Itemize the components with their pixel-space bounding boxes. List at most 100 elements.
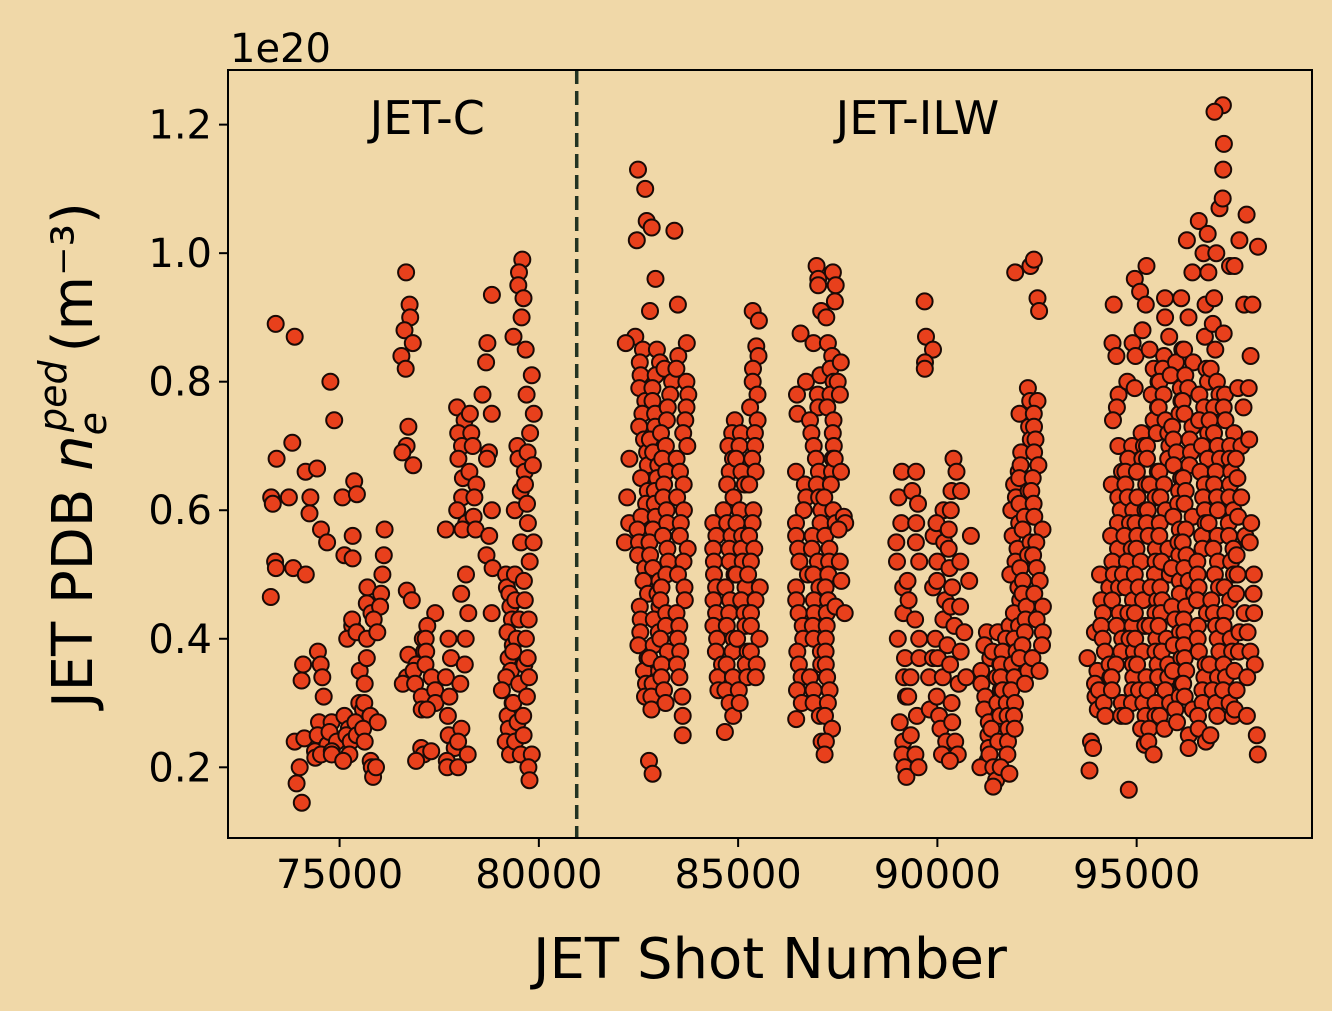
data-point <box>910 552 929 571</box>
data-point <box>943 713 962 732</box>
data-point <box>261 588 280 606</box>
data-point <box>1104 295 1123 314</box>
data-point <box>395 321 414 340</box>
data-point <box>1156 308 1175 327</box>
data-point <box>1137 257 1156 275</box>
data-point <box>292 793 311 812</box>
data-point <box>436 520 455 539</box>
data-point <box>1198 224 1217 243</box>
data-point <box>830 385 849 404</box>
data-point <box>334 751 353 770</box>
data-point <box>402 591 421 610</box>
data-point <box>1245 604 1264 623</box>
data-point <box>1013 520 1032 539</box>
data-point <box>1226 449 1245 468</box>
data-point <box>740 475 759 494</box>
data-point <box>514 571 533 590</box>
data-point <box>355 732 374 751</box>
data-point <box>517 385 536 404</box>
data-point <box>267 449 286 468</box>
data-point <box>368 713 387 732</box>
data-point <box>287 774 306 793</box>
data-point <box>520 552 539 571</box>
data-point <box>788 385 806 404</box>
data-point <box>941 655 960 674</box>
data-point <box>1016 674 1034 693</box>
data-point <box>831 353 850 372</box>
data-point <box>512 308 531 327</box>
data-point <box>524 404 543 423</box>
data-point <box>465 488 484 507</box>
x-tick-label: 80000 <box>475 852 602 898</box>
data-point <box>455 655 474 674</box>
data-point <box>520 771 539 790</box>
data-point <box>1177 231 1196 250</box>
data-point <box>343 526 362 545</box>
data-point <box>715 723 734 741</box>
data-point <box>448 501 467 520</box>
data-point <box>1195 327 1214 346</box>
data-point <box>313 668 332 687</box>
y-axis-label-superscript: ped <box>31 359 75 433</box>
data-point <box>939 520 958 539</box>
data-point <box>1242 514 1261 533</box>
data-point <box>790 552 809 571</box>
data-point <box>825 292 844 311</box>
data-point <box>407 751 426 770</box>
data-point <box>809 276 828 295</box>
data-point <box>952 482 970 500</box>
data-point <box>1244 565 1263 584</box>
data-point <box>1030 302 1049 320</box>
data-point <box>832 571 851 590</box>
data-point <box>357 649 376 668</box>
data-point <box>1138 681 1157 700</box>
data-point <box>1172 289 1191 308</box>
data-point <box>1125 379 1144 398</box>
data-point <box>518 494 536 513</box>
data-point <box>1133 321 1152 340</box>
data-point <box>1116 706 1135 725</box>
data-point <box>1000 764 1019 783</box>
data-point <box>396 359 415 378</box>
data-point <box>892 514 911 533</box>
data-point <box>947 462 966 481</box>
data-point <box>1096 706 1115 725</box>
data-point <box>347 485 366 504</box>
data-point <box>1025 507 1044 526</box>
data-point <box>942 694 961 712</box>
data-point <box>668 295 687 314</box>
data-point <box>517 687 536 706</box>
data-point <box>641 302 659 320</box>
data-point <box>1247 726 1266 745</box>
y-axis-label: JET PDB neped (m⁻³) <box>31 202 115 711</box>
data-point <box>477 353 496 372</box>
data-point <box>1205 289 1224 308</box>
y-tick-label: 0.4 <box>148 617 212 663</box>
data-point <box>1127 462 1146 481</box>
data-point <box>787 462 805 481</box>
data-point <box>1238 623 1257 642</box>
y-tick-label: 1.0 <box>148 231 212 277</box>
data-point <box>393 443 412 462</box>
data-point <box>677 334 696 353</box>
data-point <box>422 742 441 761</box>
data-point <box>449 449 468 468</box>
data-point <box>1168 713 1186 732</box>
data-point <box>1179 739 1198 757</box>
data-point <box>1208 706 1227 725</box>
data-point <box>673 687 692 706</box>
data-point <box>616 334 635 353</box>
y-axis-label-unit: (m⁻³) <box>41 202 106 352</box>
data-point <box>333 488 352 507</box>
data-point <box>1175 340 1194 359</box>
y-axis-label-symbol: n <box>41 435 106 471</box>
data-point <box>670 526 689 545</box>
data-point <box>456 629 475 648</box>
data-point <box>374 546 393 565</box>
data-point <box>618 488 637 507</box>
data-point <box>399 417 418 436</box>
data-point <box>1207 244 1226 263</box>
data-point <box>1237 706 1256 725</box>
data-point <box>1030 661 1049 680</box>
data-point <box>1240 430 1259 449</box>
